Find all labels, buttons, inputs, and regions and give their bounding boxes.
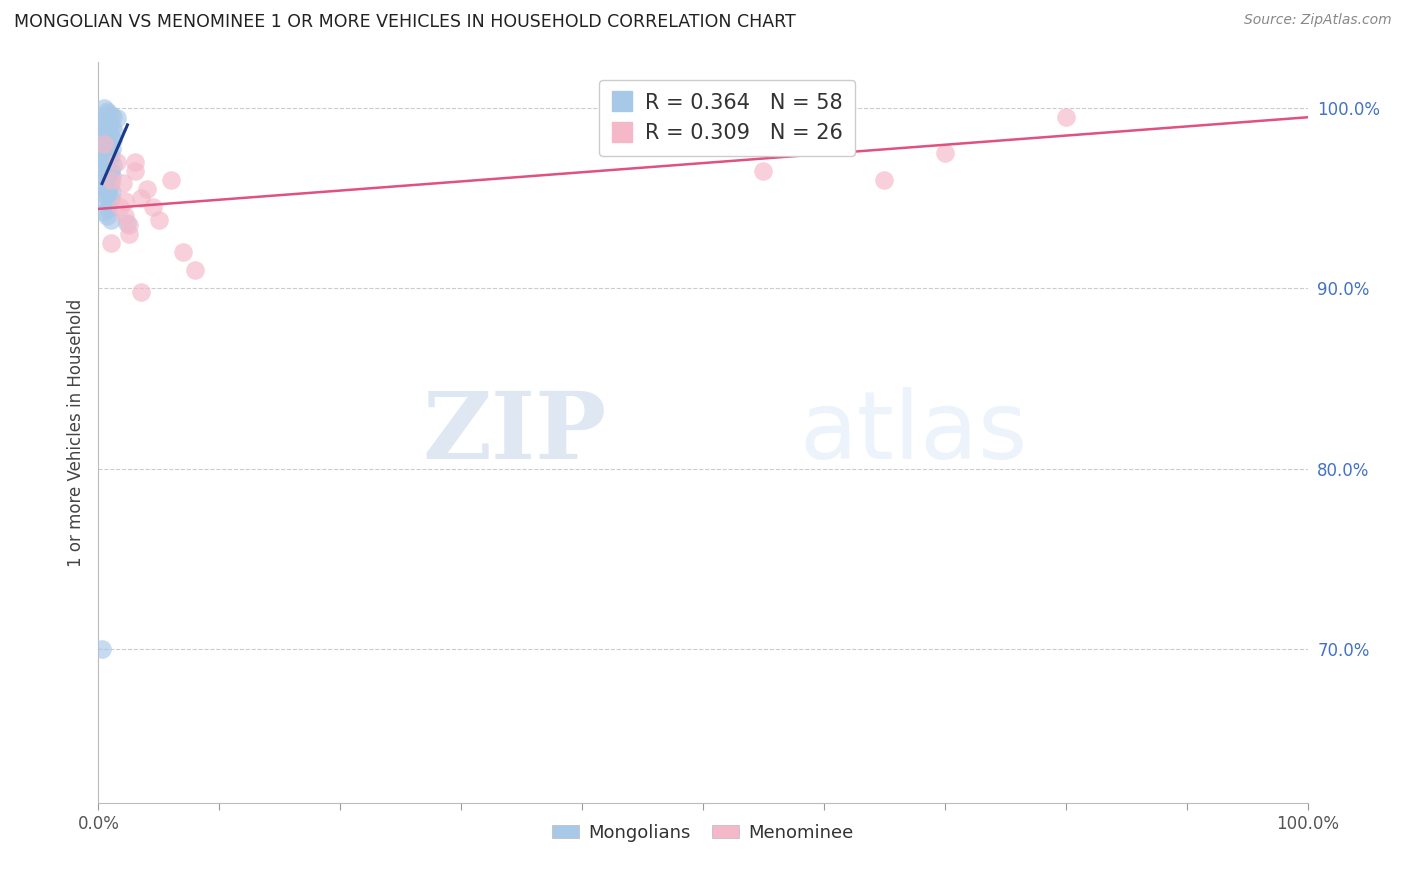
Point <box>100 129 122 144</box>
Point <box>101 133 124 147</box>
Point <box>97 135 120 149</box>
Point <box>100 169 122 184</box>
Point <box>94 182 117 196</box>
Point <box>91 113 114 128</box>
Point <box>100 163 122 178</box>
Point <box>93 101 115 115</box>
Point <box>96 104 118 119</box>
Point <box>91 161 114 176</box>
Point <box>752 163 775 178</box>
Point <box>93 145 115 160</box>
Point <box>108 200 131 214</box>
Point <box>129 285 152 299</box>
Point <box>934 145 956 160</box>
Point <box>692 119 714 133</box>
Point <box>98 180 121 194</box>
Point <box>100 108 122 122</box>
Legend: Mongolians, Menominee: Mongolians, Menominee <box>546 817 860 849</box>
Point <box>97 160 120 174</box>
Point <box>97 147 120 161</box>
Point <box>91 117 114 131</box>
Point <box>124 163 146 178</box>
Point <box>111 177 134 191</box>
Point <box>148 212 170 227</box>
Point <box>873 173 896 187</box>
Point <box>103 124 125 138</box>
Point <box>184 263 207 277</box>
Text: ZIP: ZIP <box>422 388 606 477</box>
Point <box>93 128 115 142</box>
Point <box>98 198 121 212</box>
Point <box>93 175 115 189</box>
Point <box>124 154 146 169</box>
Point <box>118 218 141 232</box>
Point <box>96 209 118 223</box>
Point <box>94 131 117 145</box>
Point <box>101 158 124 172</box>
Point <box>100 120 122 135</box>
Point <box>96 165 118 179</box>
Point <box>118 227 141 241</box>
Point <box>97 173 120 187</box>
Point <box>100 177 122 191</box>
Point <box>98 168 121 182</box>
Point <box>91 138 114 153</box>
Point <box>117 216 139 230</box>
Point <box>96 153 118 167</box>
Point <box>100 173 122 187</box>
Point <box>100 142 122 156</box>
Point <box>135 182 157 196</box>
Point <box>93 156 115 170</box>
Point <box>96 126 118 140</box>
Text: atlas: atlas <box>800 386 1028 479</box>
Point <box>101 110 124 124</box>
Point <box>91 642 114 657</box>
Point <box>94 115 117 129</box>
Point <box>114 209 136 223</box>
Point <box>105 154 128 169</box>
Point <box>1054 110 1077 124</box>
Point <box>97 184 120 198</box>
Point <box>100 186 122 200</box>
Point <box>100 191 122 205</box>
Point <box>100 212 122 227</box>
Point <box>96 189 118 203</box>
Point <box>94 194 117 209</box>
Point <box>172 245 194 260</box>
Point <box>160 173 183 187</box>
Point <box>93 187 115 202</box>
Point <box>93 136 115 151</box>
Point <box>98 151 121 165</box>
Point <box>129 191 152 205</box>
Point <box>94 154 117 169</box>
Point <box>96 178 118 193</box>
Point <box>114 194 136 209</box>
Point <box>97 202 120 216</box>
Point <box>94 144 117 158</box>
Y-axis label: 1 or more Vehicles in Household: 1 or more Vehicles in Household <box>66 299 84 566</box>
Point <box>142 200 165 214</box>
Text: MONGOLIAN VS MENOMINEE 1 OR MORE VEHICLES IN HOUSEHOLD CORRELATION CHART: MONGOLIAN VS MENOMINEE 1 OR MORE VEHICLE… <box>14 13 796 31</box>
Point <box>93 205 115 219</box>
Point <box>98 136 121 151</box>
Text: Source: ZipAtlas.com: Source: ZipAtlas.com <box>1244 13 1392 28</box>
Point <box>96 140 118 154</box>
Point <box>100 149 122 163</box>
Point <box>94 171 117 186</box>
Point <box>98 119 121 133</box>
Point <box>813 136 835 151</box>
Point <box>97 106 120 120</box>
Point <box>100 235 122 250</box>
Point <box>97 122 120 136</box>
Point <box>105 112 128 126</box>
